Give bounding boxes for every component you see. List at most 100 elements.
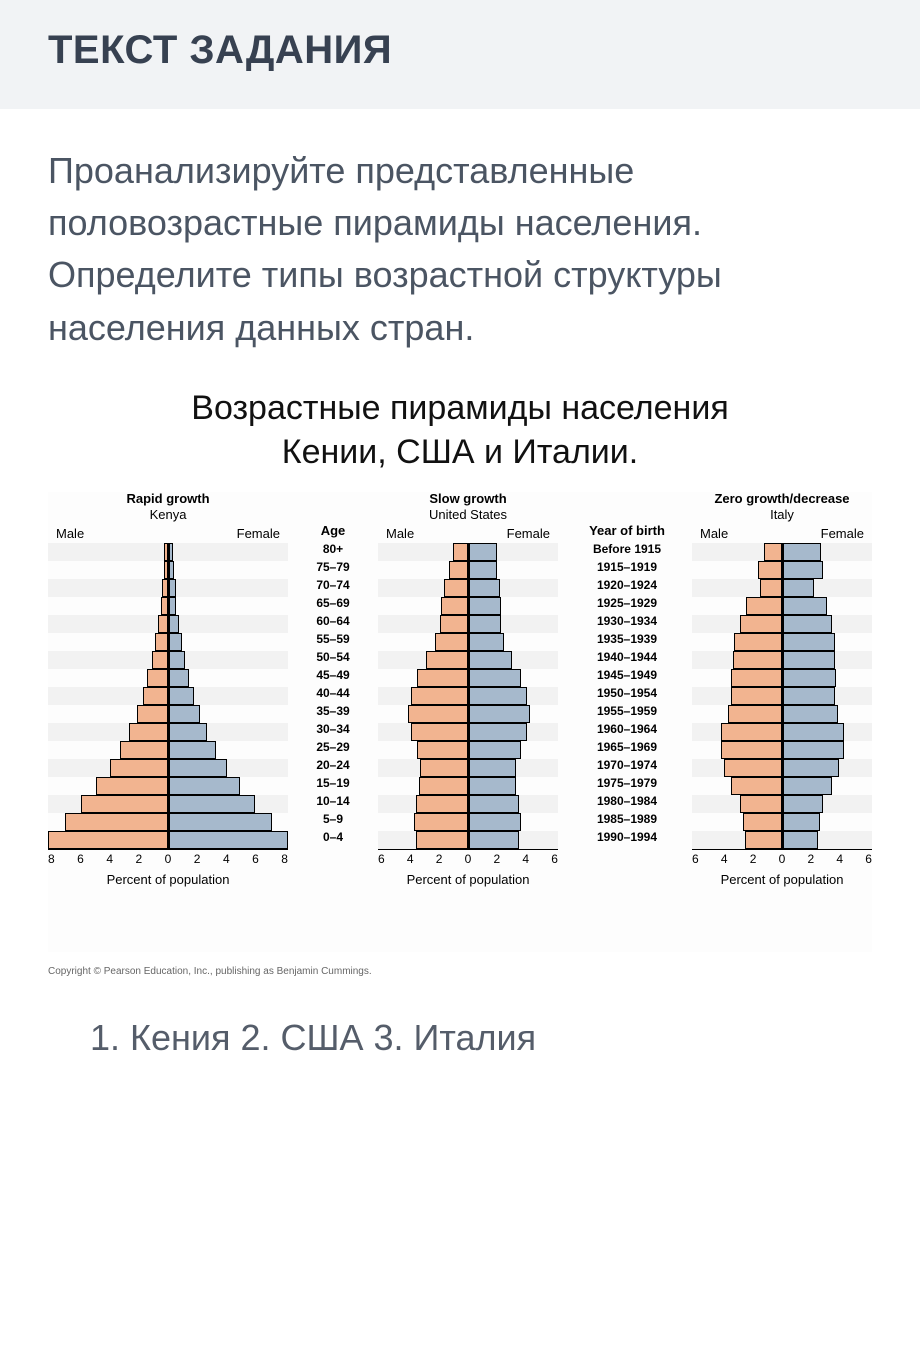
female-bar [782, 561, 823, 579]
male-bar [449, 561, 469, 579]
male-bar [721, 723, 783, 741]
label-cell: 1935–1939 [572, 630, 682, 648]
column-header: Year of birth [572, 492, 682, 540]
male-bar [155, 633, 169, 651]
female-bar [468, 651, 512, 669]
female-bar [782, 795, 823, 813]
x-tick: 6 [551, 852, 558, 866]
pyramid-kenya: Rapid growthKenyaMaleFemale864202468Perc… [48, 492, 288, 887]
chart-card: Возрастные пирамиды населения Кении, США… [48, 378, 872, 977]
male-label: Male [386, 526, 414, 541]
male-label: Male [700, 526, 728, 541]
x-axis: 6420246 [378, 849, 558, 866]
pyramid-title: Zero growth/decrease [692, 492, 872, 507]
male-bar [731, 669, 782, 687]
male-bar [419, 777, 469, 795]
female-bar [168, 831, 288, 849]
x-axis: 6420246 [692, 849, 872, 866]
male-bar [411, 723, 468, 741]
female-bar [168, 615, 179, 633]
male-bar [441, 597, 468, 615]
column-header: Age [300, 492, 366, 540]
female-bar [782, 597, 827, 615]
female-bar [782, 543, 821, 561]
bars-container [378, 543, 558, 849]
x-tick: 0 [779, 852, 786, 866]
female-label: Female [821, 526, 864, 541]
female-bar [168, 705, 200, 723]
x-tick: 2 [808, 852, 815, 866]
male-bar [740, 795, 782, 813]
label-cell: 1930–1934 [572, 612, 682, 630]
label-cell: 25–29 [300, 738, 366, 756]
male-bar [417, 741, 468, 759]
female-bar [782, 741, 844, 759]
label-cell: 1975–1979 [572, 774, 682, 792]
label-cell: 1965–1969 [572, 738, 682, 756]
male-bar [721, 741, 783, 759]
female-bar [168, 741, 216, 759]
male-bar [158, 615, 169, 633]
x-tick: 0 [465, 852, 472, 866]
male-bar [129, 723, 168, 741]
male-bar [733, 651, 783, 669]
female-bar [168, 777, 240, 795]
male-female-labels: Male Female [48, 526, 288, 543]
female-label: Female [507, 526, 550, 541]
female-bar [782, 777, 832, 795]
pyramid-subtitle: Italy [692, 507, 872, 522]
male-bar [96, 777, 168, 795]
female-bar [468, 687, 527, 705]
x-axis-label: Percent of population [48, 872, 288, 887]
x-tick: 8 [48, 852, 55, 866]
label-cell: 1940–1944 [572, 648, 682, 666]
x-tick: 2 [135, 852, 142, 866]
chart-title-line2: Кении, США и Италии. [282, 433, 638, 471]
label-cell: 1915–1919 [572, 558, 682, 576]
male-label: Male [56, 526, 84, 541]
label-cell: 50–54 [300, 648, 366, 666]
male-bar [453, 543, 468, 561]
label-cell: 35–39 [300, 702, 366, 720]
female-bar [168, 759, 227, 777]
female-bar [468, 741, 521, 759]
female-bar [168, 651, 185, 669]
female-bar [468, 813, 521, 831]
x-tick: 4 [223, 852, 230, 866]
label-cell: 1985–1989 [572, 810, 682, 828]
female-bar [782, 579, 814, 597]
male-bar [152, 651, 169, 669]
female-bar [782, 687, 835, 705]
label-cell: 0–4 [300, 828, 366, 846]
label-cell: 1980–1984 [572, 792, 682, 810]
female-bar [168, 723, 207, 741]
x-tick: 2 [194, 852, 201, 866]
x-tick: 4 [106, 852, 113, 866]
bars-container [692, 543, 872, 849]
x-tick: 6 [692, 852, 699, 866]
male-bar [414, 813, 468, 831]
female-bar [468, 633, 504, 651]
copyright-text: Copyright © Pearson Education, Inc., pub… [48, 952, 872, 977]
x-tick: 6 [865, 852, 872, 866]
label-cell: 1920–1924 [572, 576, 682, 594]
male-bar [420, 759, 468, 777]
x-axis-label: Percent of population [378, 872, 558, 887]
label-cell: 1925–1929 [572, 594, 682, 612]
female-bar [468, 831, 519, 849]
female-bar [782, 813, 820, 831]
x-tick: 0 [165, 852, 172, 866]
chart-area: Rapid growthKenyaMaleFemale864202468Perc… [48, 492, 872, 952]
female-bar [782, 759, 839, 777]
label-cell: 60–64 [300, 612, 366, 630]
label-cell: 75–79 [300, 558, 366, 576]
year-of-birth-column: Year of birthBefore 19151915–19191920–19… [572, 492, 682, 846]
x-tick: 2 [436, 852, 443, 866]
male-bar [426, 651, 468, 669]
female-bar [468, 561, 497, 579]
female-bar [168, 795, 255, 813]
male-bar [147, 669, 168, 687]
male-bar [143, 687, 169, 705]
female-label: Female [237, 526, 280, 541]
pyramid-subtitle: United States [378, 507, 558, 522]
